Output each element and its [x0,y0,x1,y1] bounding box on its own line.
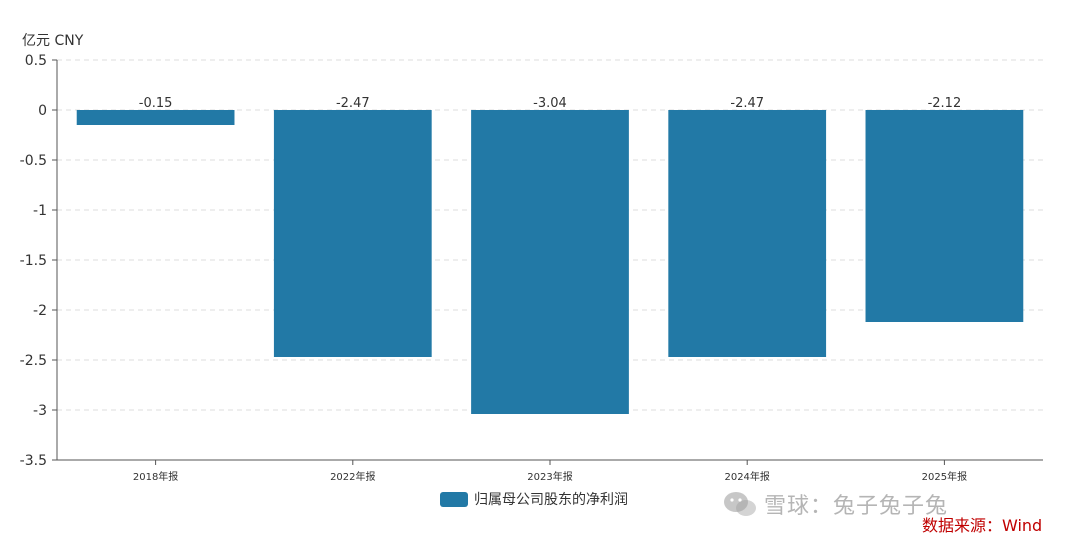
x-tick-label: 2025年报 [922,470,967,483]
data-label: -0.15 [139,96,173,111]
x-tick-label: 2022年报 [330,470,375,483]
y-tick-label: -3 [33,403,47,419]
y-axis-unit-label: 亿元 CNY [22,33,84,49]
x-tick-label: 2024年报 [724,470,769,483]
y-tick-label: -1.5 [20,253,47,269]
legend[interactable]: 归属母公司股东的净利润 [440,489,628,509]
data-label: -2.12 [928,96,962,111]
watermark: 雪球：兔子兔子兔 [722,488,948,520]
data-label: -3.04 [533,96,567,111]
legend-label: 归属母公司股东的净利润 [474,492,628,508]
bar [471,110,629,414]
x-tick-label: 2018年报 [133,470,178,483]
watermark-text: 雪球：兔子兔子兔 [764,494,949,519]
data-label: -2.47 [336,96,370,111]
y-tick-label: 0 [38,103,47,119]
y-tick-label: -0.5 [20,153,47,169]
y-tick-label: 0.5 [25,53,47,69]
bar [668,110,827,357]
y-tick-label: -1 [33,203,47,219]
data-label: -2.47 [730,96,764,111]
bar [865,110,1024,322]
bar [76,110,235,125]
y-tick-label: -3.5 [20,453,47,469]
data-source-label: 数据来源：Wind [922,516,1043,535]
y-tick-label: -2.5 [20,353,47,369]
legend-swatch [440,491,468,507]
wechat-icon [722,489,758,519]
x-tick-label: 2023年报 [527,470,572,483]
bar [273,110,432,357]
y-tick-label: -2 [33,303,47,319]
